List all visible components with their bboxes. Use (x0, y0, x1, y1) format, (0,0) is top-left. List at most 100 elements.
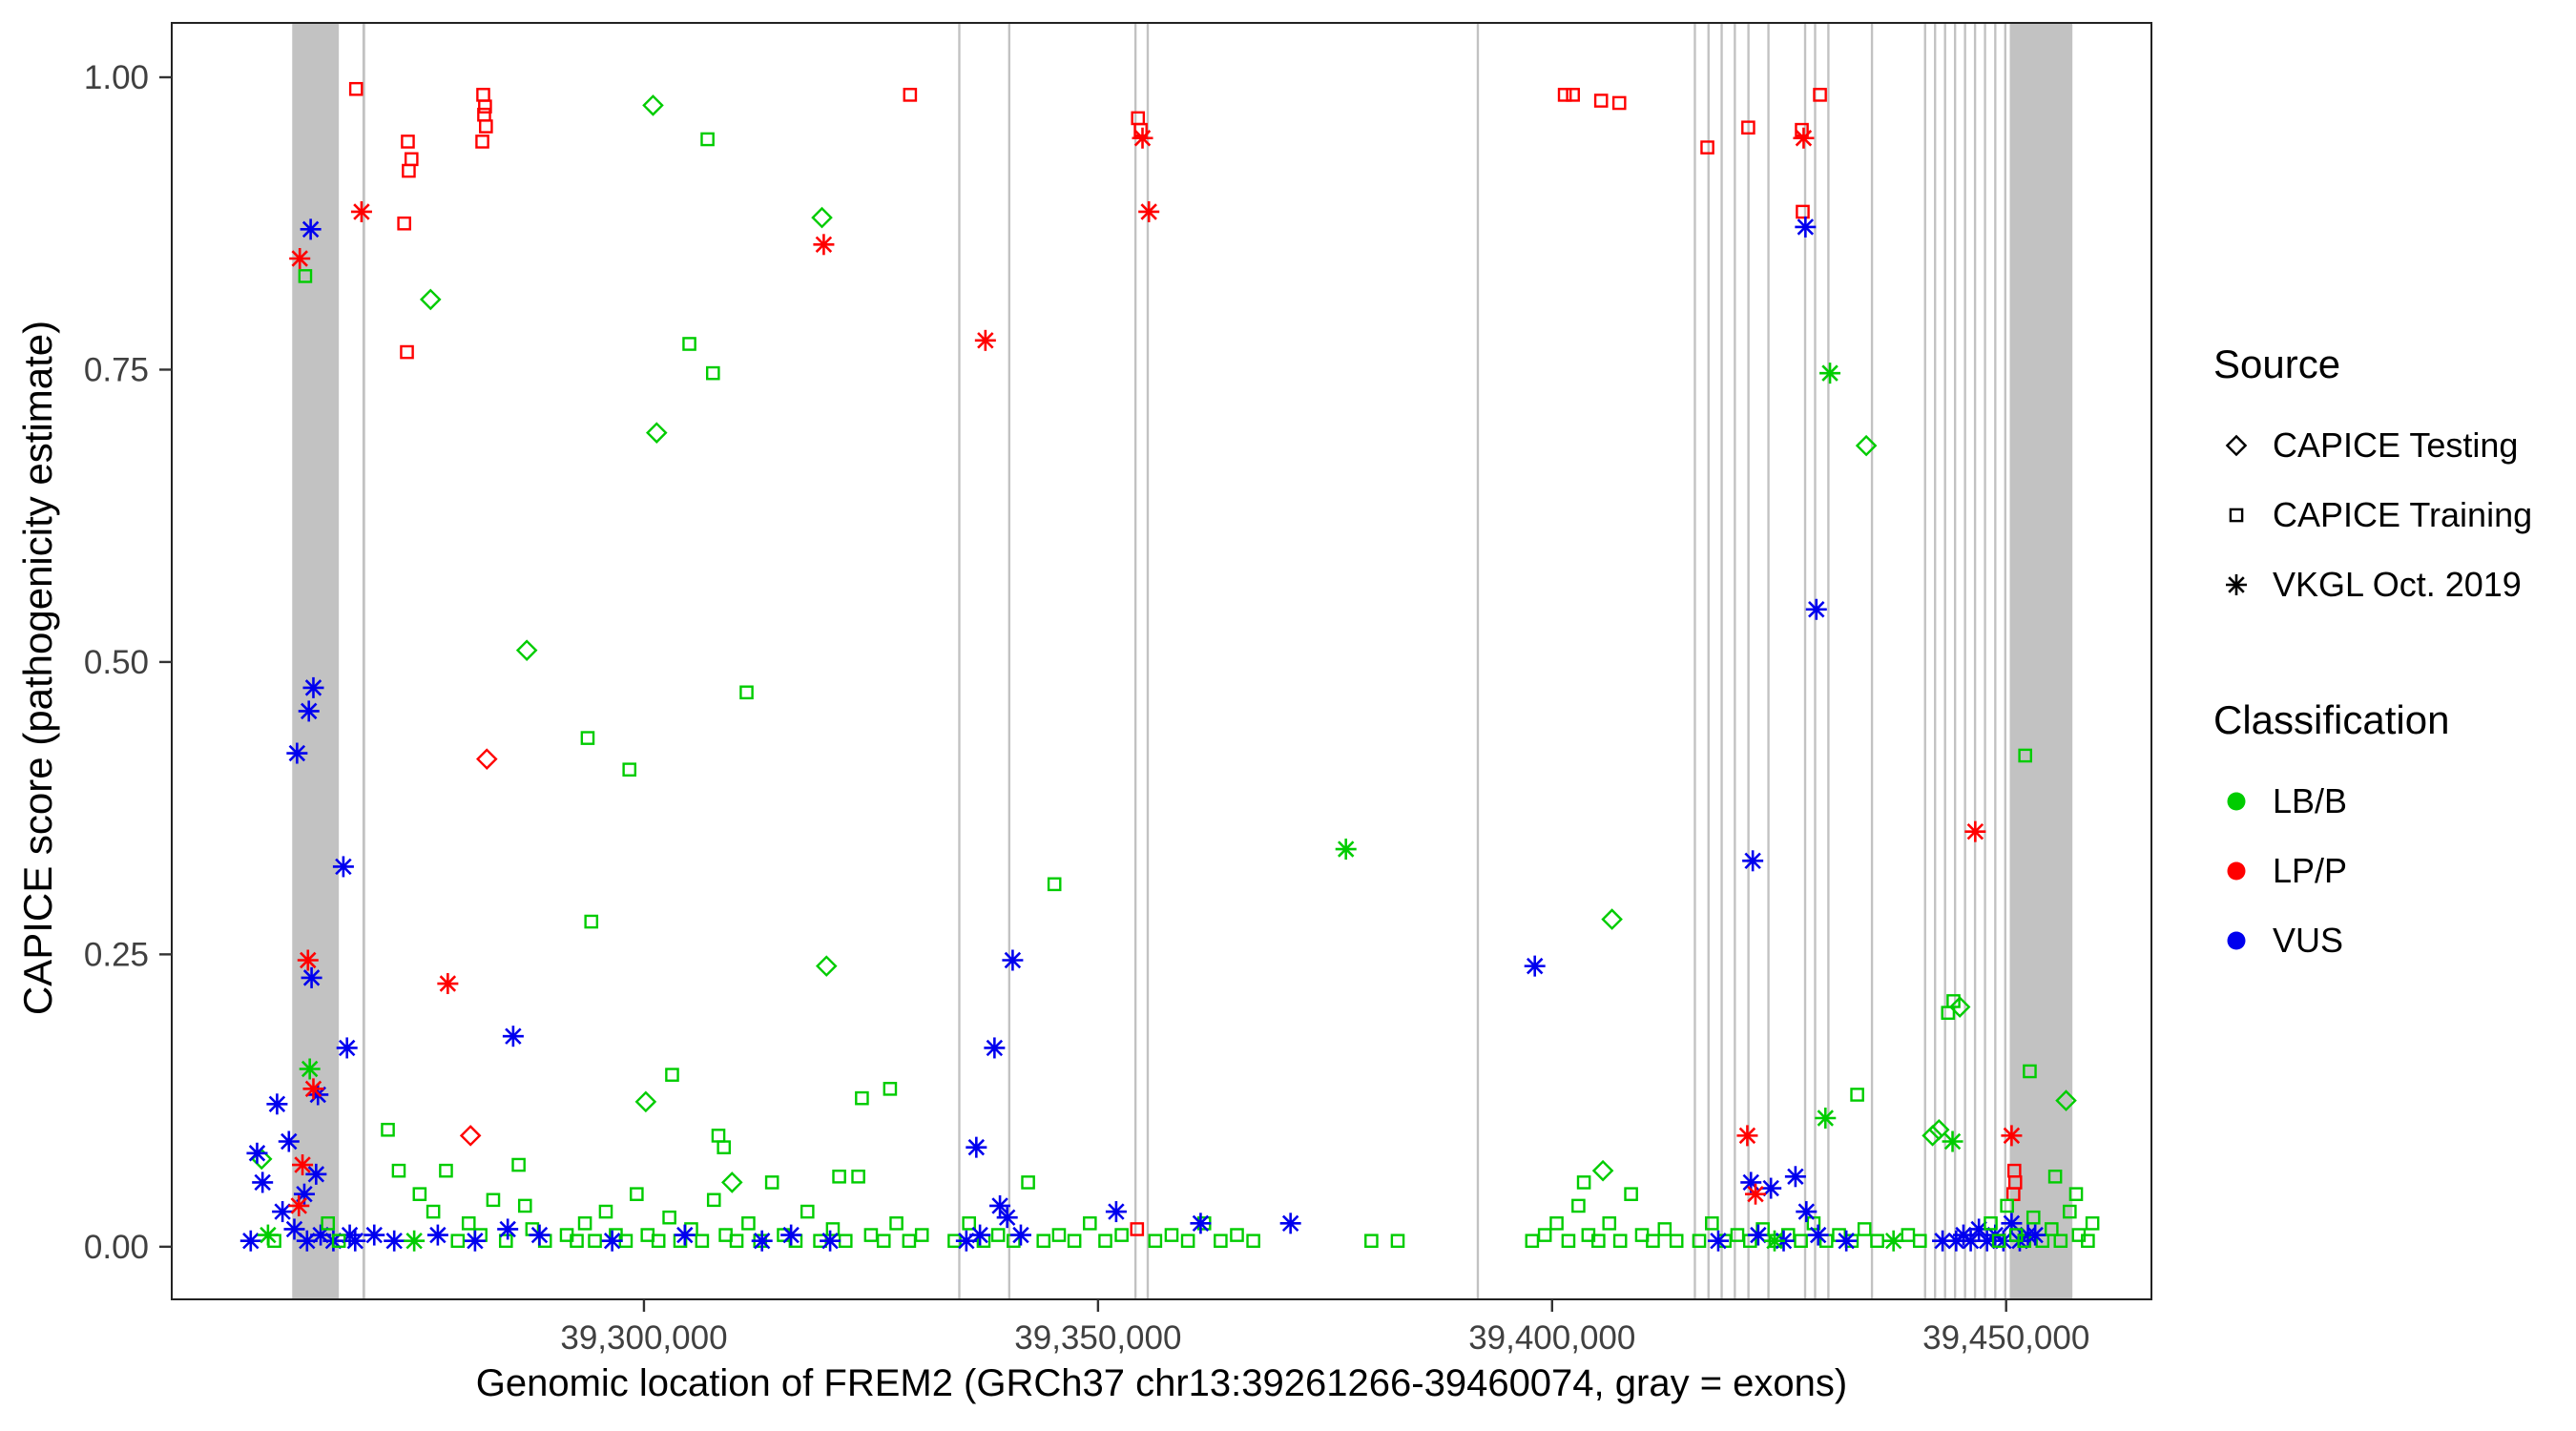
data-point (350, 200, 372, 222)
data-point (1796, 204, 1810, 219)
data-point (1279, 1213, 1301, 1234)
data-point (966, 1136, 987, 1158)
data-point (598, 1204, 613, 1219)
data-point (2055, 1089, 2077, 1111)
exon-band (1814, 23, 1817, 1299)
data-point (267, 1234, 281, 1249)
data-point (426, 1224, 448, 1246)
data-point (1390, 1234, 1405, 1249)
data-point (584, 914, 599, 929)
exon-band (1994, 23, 1997, 1299)
legend-item-label: VKGL Oct. 2019 (2273, 564, 2522, 604)
exon-band (1870, 23, 1874, 1299)
panel-border (171, 22, 2152, 1300)
legend-item-lbb: LB/B (2213, 766, 2576, 836)
data-point (705, 365, 720, 381)
data-point (331, 1234, 346, 1249)
data-point (1021, 1175, 1035, 1190)
data-point (706, 1192, 721, 1208)
data-point (286, 742, 308, 764)
data-point (497, 1218, 519, 1240)
data-point (400, 344, 414, 360)
data-point (412, 1187, 427, 1201)
y-tick-label: 0.75 (84, 351, 149, 388)
data-point (729, 1234, 744, 1249)
data-point (1857, 1222, 1872, 1236)
data-point (498, 1234, 513, 1249)
data-point (1964, 820, 1986, 842)
exon-band (362, 23, 365, 1299)
data-point (1922, 1125, 1943, 1147)
data-point (1105, 1201, 1127, 1223)
data-point (838, 1234, 853, 1249)
data-point (1612, 1234, 1628, 1249)
data-point (739, 685, 754, 700)
red-dot-icon (2213, 848, 2259, 894)
data-point (305, 1163, 327, 1185)
diamond-icon (2213, 423, 2259, 468)
data-point (1002, 949, 1024, 971)
data-point (1148, 1234, 1163, 1249)
data-point (450, 1234, 466, 1249)
data-point (1133, 122, 1148, 137)
exon-band (1973, 23, 1977, 1299)
data-point (391, 1163, 406, 1178)
data-point (1335, 839, 1357, 861)
y-tick-label: 0.50 (84, 644, 149, 681)
data-point (1946, 994, 1961, 1008)
data-point (695, 1234, 710, 1249)
data-point (2047, 1169, 2063, 1184)
exon-band (1146, 23, 1150, 1299)
data-point (1591, 1234, 1606, 1249)
exon-band (1803, 23, 1807, 1299)
data-point (1537, 1228, 1552, 1242)
data-point (876, 1234, 891, 1249)
data-point (1805, 598, 1827, 620)
data-point (1763, 1230, 1785, 1252)
data-point (302, 1078, 324, 1100)
data-point (502, 1026, 524, 1047)
data-point (700, 132, 715, 147)
data-point (984, 1037, 1006, 1059)
data-point (1870, 1234, 1884, 1249)
asterisk-icon (2213, 562, 2259, 608)
data-point (2085, 1216, 2100, 1231)
data-point (2018, 748, 2032, 763)
exon-band (1734, 23, 1736, 1299)
data-point (1794, 1234, 1808, 1249)
data-point (1813, 88, 1827, 102)
data-point (1855, 434, 1878, 457)
data-point (289, 248, 311, 270)
exon-band (1133, 23, 1137, 1299)
data-point (962, 1216, 977, 1231)
data-point (1067, 1234, 1082, 1249)
exon-band (1934, 23, 1937, 1299)
legend-item-label: LP/P (2273, 850, 2348, 890)
data-point (1132, 127, 1153, 149)
exon-band (958, 23, 961, 1299)
legend: Source CAPICE Testing CAPICE Training VK… (2213, 342, 2576, 975)
data-point (1932, 1230, 1954, 1252)
legend-item-vkgl: VKGL Oct. 2019 (2213, 550, 2576, 619)
data-point (800, 1204, 815, 1219)
exon-band (292, 23, 340, 1299)
data-point (674, 1224, 696, 1246)
data-point (300, 218, 322, 240)
legend-item-label: LB/B (2273, 780, 2348, 820)
exon-band (1827, 23, 1830, 1299)
exon-band (1720, 23, 1723, 1299)
legend-item-vus: VUS (2213, 905, 2576, 975)
data-point (780, 1224, 802, 1246)
data-point (437, 973, 459, 995)
data-point (1741, 120, 1755, 135)
data-point (1571, 1198, 1586, 1213)
exon-band (1693, 23, 1696, 1299)
data-point (2044, 1222, 2059, 1236)
data-point (642, 94, 664, 116)
data-point (283, 1218, 305, 1240)
data-point (299, 1058, 321, 1080)
data-point (651, 1234, 666, 1249)
data-point (1601, 908, 1623, 930)
legend-item-label: CAPICE Training (2273, 494, 2533, 534)
